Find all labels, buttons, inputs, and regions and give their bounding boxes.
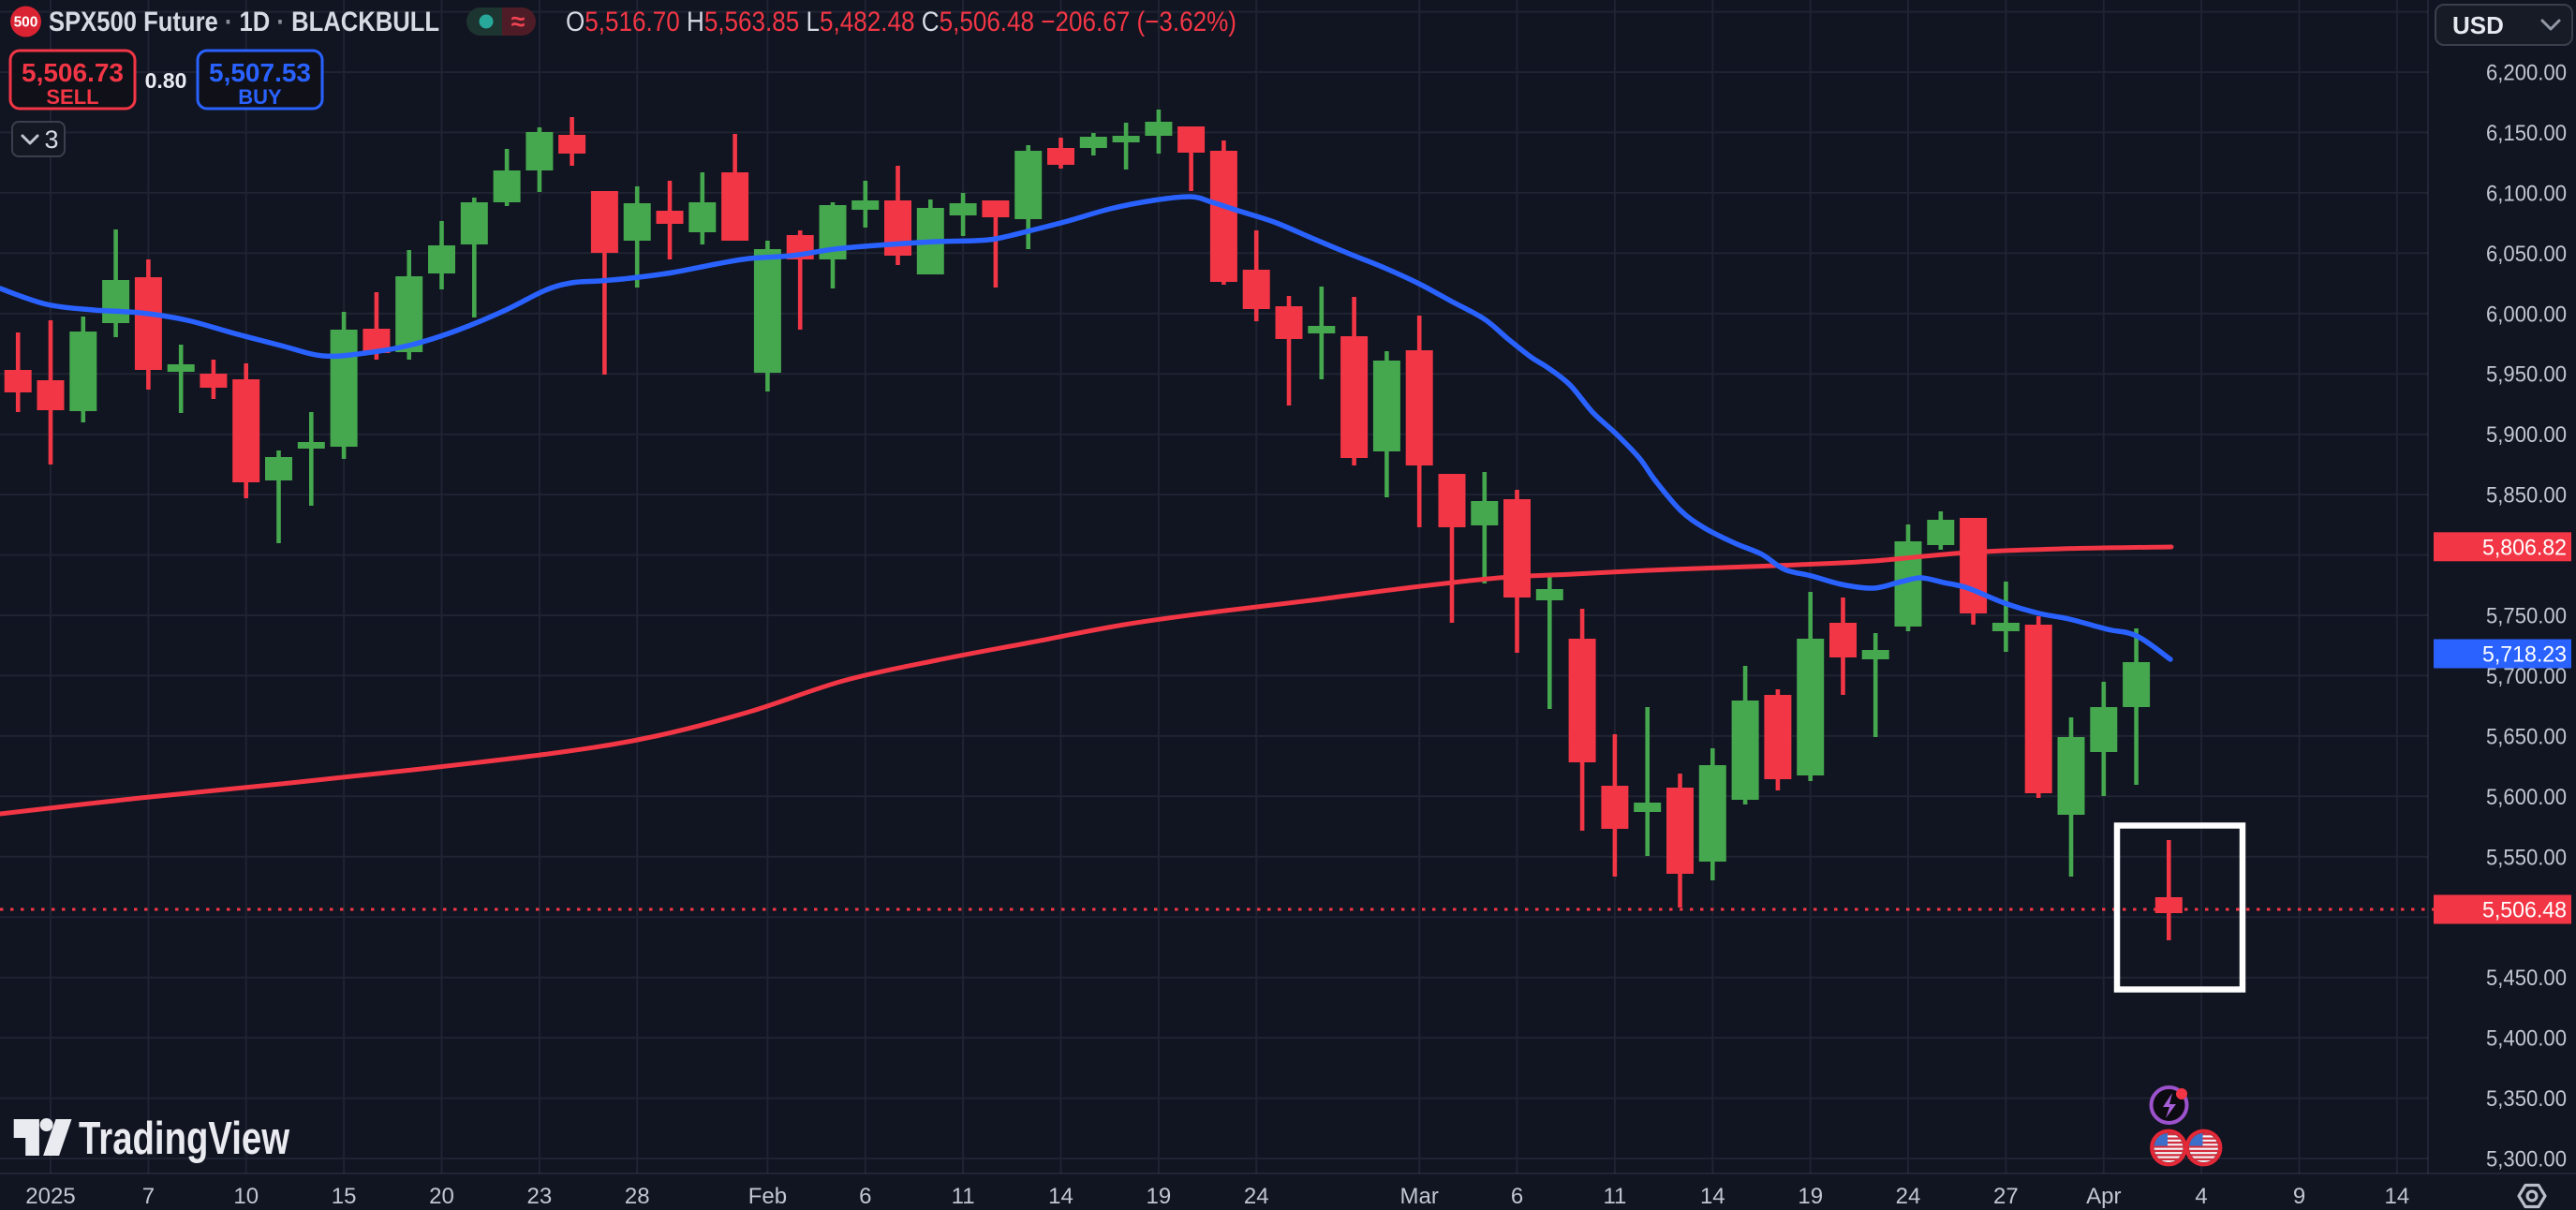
svg-text:5,806.82: 5,806.82 xyxy=(2482,535,2567,560)
svg-text:6,050.00: 6,050.00 xyxy=(2486,242,2567,267)
svg-text:23: 23 xyxy=(527,1184,553,1209)
svg-text:6: 6 xyxy=(1511,1184,1523,1209)
svg-text:Feb: Feb xyxy=(748,1184,787,1209)
svg-text:15: 15 xyxy=(332,1184,357,1209)
svg-text:3: 3 xyxy=(44,125,58,154)
svg-text:5,900.00: 5,900.00 xyxy=(2486,422,2567,448)
svg-text:TradingView: TradingView xyxy=(79,1114,290,1164)
svg-text:20: 20 xyxy=(429,1184,454,1209)
svg-text:5,350.00: 5,350.00 xyxy=(2486,1086,2567,1112)
svg-text:14: 14 xyxy=(2385,1184,2410,1209)
svg-text:14: 14 xyxy=(1700,1184,1725,1209)
svg-text:9: 9 xyxy=(2293,1184,2305,1209)
svg-text:BUY: BUY xyxy=(238,85,282,109)
svg-text:5,650.00: 5,650.00 xyxy=(2486,724,2567,749)
svg-text:11: 11 xyxy=(952,1184,975,1209)
svg-text:SELL: SELL xyxy=(46,85,98,109)
svg-text:6,150.00: 6,150.00 xyxy=(2486,121,2567,146)
svg-text:500: 500 xyxy=(14,15,38,31)
svg-text:6,100.00: 6,100.00 xyxy=(2486,181,2567,206)
svg-text:5,750.00: 5,750.00 xyxy=(2486,604,2567,629)
svg-text:≈: ≈ xyxy=(511,7,526,36)
svg-text:19: 19 xyxy=(1147,1184,1172,1209)
svg-text:24: 24 xyxy=(1896,1184,1921,1209)
svg-text:USD: USD xyxy=(2452,11,2504,39)
svg-text:10: 10 xyxy=(233,1184,259,1209)
svg-text:27: 27 xyxy=(1993,1184,2019,1209)
svg-text:11: 11 xyxy=(1603,1184,1626,1209)
svg-text:5,400.00: 5,400.00 xyxy=(2486,1026,2567,1052)
svg-text:6,200.00: 6,200.00 xyxy=(2486,61,2567,86)
svg-text:O5,516.70 H5,563.85 L5,482.48: O5,516.70 H5,563.85 L5,482.48 C5,506.48 … xyxy=(566,7,1236,37)
svg-text:14: 14 xyxy=(1048,1184,1073,1209)
svg-text:2025: 2025 xyxy=(25,1184,75,1209)
svg-text:SPX500 Future · 1D · BLACKBULL: SPX500 Future · 1D · BLACKBULL xyxy=(49,7,439,37)
svg-text:28: 28 xyxy=(625,1184,650,1209)
svg-text:4: 4 xyxy=(2195,1184,2207,1209)
svg-text:Apr: Apr xyxy=(2086,1184,2121,1209)
svg-text:5,600.00: 5,600.00 xyxy=(2486,785,2567,810)
svg-text:Mar: Mar xyxy=(1400,1184,1439,1209)
svg-text:5,506.48: 5,506.48 xyxy=(2482,898,2567,923)
svg-text:5,507.53: 5,507.53 xyxy=(209,58,311,87)
svg-text:5,506.73: 5,506.73 xyxy=(22,58,124,87)
svg-text:6,000.00: 6,000.00 xyxy=(2486,302,2567,327)
svg-text:5,450.00: 5,450.00 xyxy=(2486,966,2567,991)
svg-text:5,950.00: 5,950.00 xyxy=(2486,362,2567,388)
svg-text:5,550.00: 5,550.00 xyxy=(2486,845,2567,870)
svg-text:5,718.23: 5,718.23 xyxy=(2482,642,2567,668)
svg-text:5,850.00: 5,850.00 xyxy=(2486,483,2567,509)
svg-text:7: 7 xyxy=(142,1184,155,1209)
svg-text:19: 19 xyxy=(1798,1184,1823,1209)
svg-text:24: 24 xyxy=(1244,1184,1269,1209)
svg-text:6: 6 xyxy=(859,1184,871,1209)
svg-text:5,300.00: 5,300.00 xyxy=(2486,1147,2567,1173)
svg-text:0.80: 0.80 xyxy=(145,68,187,93)
